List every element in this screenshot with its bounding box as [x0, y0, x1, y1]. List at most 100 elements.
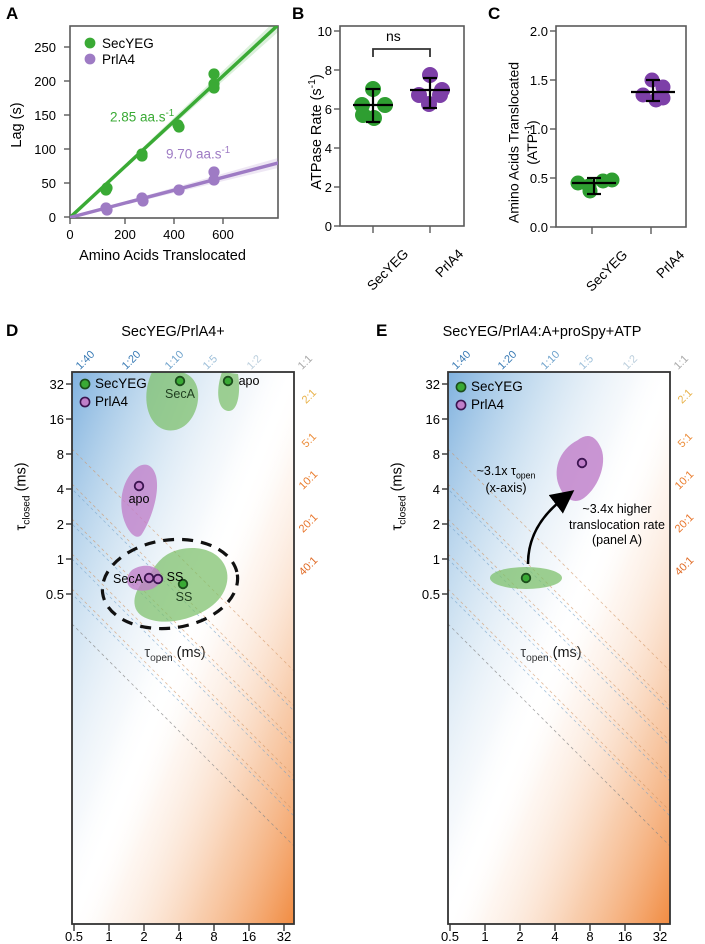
- panel-b-ytick-6: 6: [324, 102, 332, 117]
- panel-d-point-prla4-ss: [152, 573, 164, 585]
- panel-a-xlabel: Amino Acids Translocated: [79, 248, 246, 264]
- panel-d-ytick-2: 2: [56, 517, 64, 532]
- panel-e-point-prla4: [576, 457, 588, 469]
- panel-a-xtick-200: 200: [114, 227, 136, 242]
- panel-d-blob-label-seca-green: SecA: [165, 387, 195, 401]
- panel-e-xtick-2: 2: [516, 929, 524, 944]
- panel-e-ytick-1: 1: [432, 552, 440, 567]
- panel-b-ytick-10: 10: [317, 24, 332, 39]
- panel-a-ytick-250: 250: [34, 40, 56, 55]
- panel-e-letter: E: [376, 321, 388, 340]
- panel-e-xtick-16: 16: [617, 929, 633, 944]
- panel-a-ytick-200: 200: [34, 74, 56, 89]
- panel-e-xtick-1: 1: [481, 929, 489, 944]
- panel-a-ytick-150: 150: [34, 108, 56, 123]
- panel-a-annotation-prla4: 9.70 aa.s-1: [166, 145, 230, 162]
- panel-a-letter: A: [6, 4, 19, 23]
- panel-c: C 2.0 1.5 1.0 0.5 0.0 Amino Acids Transl…: [486, 0, 705, 294]
- panel-a-xtick-0: 0: [66, 227, 74, 242]
- panel-a-ytick-0: 0: [48, 210, 56, 225]
- panel-e-annotation-left-line2: (x-axis): [485, 481, 527, 496]
- panel-d-blob-label-apo-purple: apo: [128, 492, 150, 506]
- panel-d-title: SecYEG/PrlA4+: [121, 324, 225, 340]
- panel-b-ytick-2: 2: [324, 180, 332, 195]
- panel-b-ytick-4: 4: [324, 141, 332, 156]
- panel-d-blob-label-apo-green: apo: [238, 374, 260, 388]
- panel-d-xtick-4: 4: [175, 929, 183, 944]
- panel-e-ytick-8: 8: [432, 447, 440, 462]
- panel-e-xtick-8: 8: [586, 929, 594, 944]
- panel-c-plot: [550, 25, 687, 234]
- panel-d-xtick-2: 2: [140, 929, 148, 944]
- panel-e-ytick-2: 2: [432, 517, 440, 532]
- panel-c-ytick-00: 0.0: [529, 220, 548, 235]
- panel-d-legend-label-prla4: PrlA4: [95, 394, 129, 409]
- panel-a-legend-dot-prla4: [84, 53, 96, 65]
- panel-e-xtick-05: 0.5: [440, 929, 460, 944]
- panel-c-ytick-20: 2.0: [529, 24, 548, 39]
- panel-e-annotation-right-line1: ~3.4x higher: [582, 502, 652, 516]
- panel-e-arrow: [526, 490, 575, 565]
- panel-a-annotation-prla4-text: 9.70 aa.s: [166, 146, 222, 162]
- panel-a-legend-dot-secyeg: [84, 37, 96, 49]
- panel-d-xtick-16: 16: [241, 929, 257, 944]
- panel-b-plot: [334, 25, 465, 233]
- panel-b-ytick-8: 8: [324, 63, 332, 78]
- panel-d-xtick-1: 1: [105, 929, 113, 944]
- panel-a-legend-label-prla4: PrlA4: [102, 52, 136, 67]
- panel-d-ytick-1: 1: [56, 552, 64, 567]
- panel-a-annotation-prla4-sup: -1: [221, 145, 231, 156]
- panel-c-ytick-15: 1.5: [529, 73, 548, 88]
- panel-e-legend-label-prla4: PrlA4: [471, 397, 505, 412]
- panel-e: E SecYEG/PrlA4:A+proSpy+ATP 32 16 8 4 2 …: [352, 312, 705, 944]
- panel-d-ytick-16: 16: [49, 412, 64, 427]
- panel-e-ytick-16: 16: [425, 412, 440, 427]
- panel-d-blob-label-ss-green: SS: [175, 590, 193, 604]
- panel-d-point-secyeg-apo: [222, 375, 234, 387]
- panel-e-annotation-right: ~3.4x higher translocation rate (panel A…: [547, 502, 687, 549]
- panel-e-annotation-right-line2: translocation rate: [569, 517, 665, 532]
- panel-a-annotation-secyeg: 2.85 aa.s-1: [110, 108, 174, 125]
- panel-d-point-prla4-apo: [133, 480, 145, 492]
- panel-e-xtick-4: 4: [551, 929, 559, 944]
- panel-a-xtick-400: 400: [163, 227, 185, 242]
- panel-c-ytick-10: 1.0: [529, 122, 548, 137]
- panel-d-point-secyeg-seca: [174, 375, 186, 387]
- panel-d-legend-dot-prla4: [79, 396, 91, 408]
- panel-e-annotation-left-line1: ~3.1x τopen: [456, 464, 556, 481]
- panel-e-ytick-4: 4: [432, 482, 440, 497]
- panel-c-letter: C: [488, 4, 501, 23]
- panel-d-point-secyeg-ss: [177, 578, 189, 590]
- panel-a-xtick-600: 600: [212, 227, 234, 242]
- panel-c-ytick-05: 0.5: [529, 171, 548, 186]
- panel-e-title: SecYEG/PrlA4:A+proSpy+ATP: [442, 324, 642, 340]
- panel-d-blob-label-seca-purple: SecA: [113, 572, 143, 586]
- panel-d-xtick-32: 32: [276, 929, 292, 944]
- panel-e-ann-left-sub: open: [515, 470, 536, 481]
- panel-e-ann-left-text: ~3.1x τ: [476, 464, 516, 478]
- panel-e-legend-dot-prla4: [455, 399, 467, 411]
- panel-b: B 10 8 6 4 2 0 ATPase Rate (s-1): [290, 0, 486, 293]
- panel-b-letter: B: [292, 4, 305, 23]
- panel-a-ytick-100: 100: [34, 142, 56, 157]
- panel-e-legend-dot-secyeg: [455, 381, 467, 393]
- panel-e-ytick-05: 0.5: [421, 587, 440, 602]
- panel-d-ytick-4: 4: [56, 482, 64, 497]
- panel-e-annotation-right-line3: (panel A): [591, 533, 643, 548]
- panel-d-ytick-05: 0.5: [45, 587, 64, 602]
- panel-d-legend-label-secyeg: SecYEG: [95, 376, 147, 391]
- panel-d-ytick-8: 8: [56, 447, 64, 462]
- panel-a-annotation-secyeg-text: 2.85 aa.s: [110, 109, 166, 125]
- panel-e-point-secyeg: [520, 572, 532, 584]
- panel-e-legend-label-secyeg: SecYEG: [471, 379, 523, 394]
- panel-d-letter: D: [6, 321, 19, 340]
- panel-d-blob-label-ss-purple: SS: [166, 570, 184, 584]
- panel-b-significance: ns: [386, 28, 401, 44]
- panel-d-legend-dot-secyeg: [79, 378, 91, 390]
- panel-a: A 250 200 150 100 50 0 0 200 400 600 Lag…: [0, 0, 290, 290]
- panel-e-annotation-left: ~3.1x τopen (x-axis): [456, 464, 556, 497]
- panel-e-ytick-32: 32: [425, 377, 440, 392]
- panel-d-ytick-32: 32: [49, 377, 64, 392]
- panel-e-xtick-32: 32: [652, 929, 668, 944]
- panel-a-plot: [64, 25, 279, 224]
